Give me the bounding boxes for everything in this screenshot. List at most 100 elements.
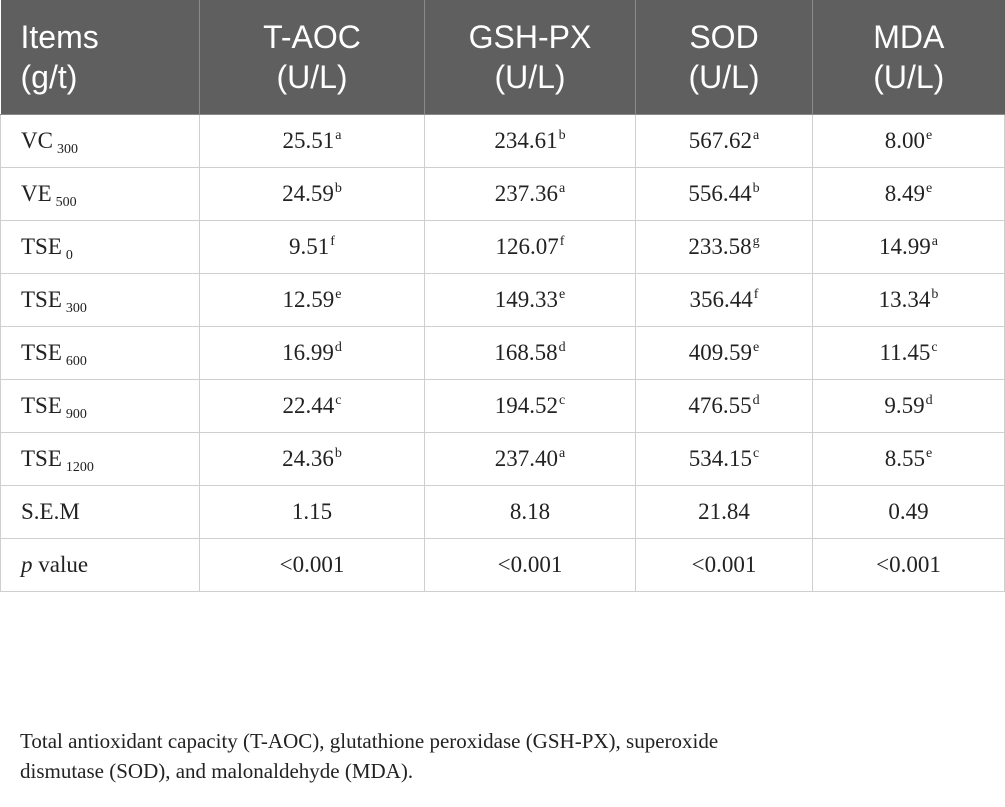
header-items: Items (g/t)	[0, 0, 200, 115]
mda-letter: d	[925, 393, 933, 408]
gsh-px-value: 194.52	[494, 393, 559, 418]
gsh-px-cell: 126.07f	[424, 220, 636, 274]
taoc-letter: c	[335, 393, 342, 408]
mda-value: 8.55	[884, 446, 926, 471]
item-name: TSE	[21, 393, 62, 418]
sod-value: 534.15	[688, 446, 753, 471]
gsh-px-cell: 149.33e	[424, 273, 636, 327]
mda-letter: a	[931, 234, 938, 249]
p-value-gsh-px: <0.001	[424, 538, 636, 592]
taoc-cell: 12.59e	[199, 273, 425, 327]
header-taoc-line2: (U/L)	[276, 59, 348, 95]
gsh-px-value: 234.61	[494, 128, 558, 153]
sod-cell: 233.58g	[635, 220, 813, 274]
mda-letter: e	[926, 181, 933, 196]
taoc-value: 22.44	[282, 393, 335, 418]
table-row: VC 300 25.51a 234.61b 567.62a 8.00e	[0, 114, 1005, 168]
sod-cell: 567.62a	[635, 114, 813, 168]
antioxidant-table-container: Items (g/t) T-AOC (U/L) GSH-PX (U/L) SOD…	[0, 0, 1005, 592]
taoc-cell: 24.36b	[199, 432, 425, 486]
item-cell: TSE 0	[0, 220, 200, 274]
gsh-px-value: 168.58	[494, 340, 558, 365]
item-cell: VC 300	[0, 114, 200, 168]
item-cell: VE 500	[0, 167, 200, 221]
mda-value: 11.45	[879, 340, 931, 365]
footnote-line-1: Total antioxidant capacity (T-AOC), glut…	[20, 729, 719, 753]
gsh-px-letter: a	[559, 446, 566, 461]
item-dose: 300	[56, 142, 78, 157]
sem-sod: 21.84	[635, 485, 813, 539]
gsh-px-value: 126.07	[495, 234, 559, 259]
table-row: TSE 900 22.44c 194.52 c 476.55 d 9.59d	[0, 379, 1005, 433]
sod-value: 409.59	[688, 340, 753, 365]
item-dose: 1200	[65, 460, 94, 475]
p-value-mda: <0.001	[812, 538, 1005, 592]
mda-letter: c	[931, 340, 938, 355]
sem-row: S.E.M 1.15 8.18 21.84 0.49	[0, 485, 1005, 539]
taoc-value: 25.51	[282, 128, 335, 153]
item-dose: 600	[65, 354, 87, 369]
mda-value: 8.00	[884, 128, 926, 153]
item-dose: 0	[65, 248, 73, 263]
sod-cell: 556.44b	[635, 167, 813, 221]
item-dose: 500	[55, 195, 77, 210]
sod-letter: f	[753, 287, 759, 302]
gsh-px-letter: f	[559, 234, 565, 249]
p-value-row: p value <0.001 <0.001 <0.001 <0.001	[0, 538, 1005, 592]
table-header: Items (g/t) T-AOC (U/L) GSH-PX (U/L) SOD…	[0, 0, 1005, 115]
header-mda-line1: MDA	[873, 19, 945, 55]
header-row: Items (g/t) T-AOC (U/L) GSH-PX (U/L) SOD…	[0, 0, 1005, 115]
mda-cell: 8.49e	[812, 167, 1005, 221]
table-row: VE 500 24.59b 237.36a 556.44b 8.49e	[0, 167, 1005, 221]
header-items-line2: (g/t)	[20, 59, 78, 95]
mda-value: 13.34	[878, 287, 931, 312]
item-name: VE	[21, 181, 52, 206]
mda-cell: 14.99a	[812, 220, 1005, 274]
taoc-letter: a	[335, 128, 342, 143]
mda-cell: 11.45c	[812, 326, 1005, 380]
gsh-px-letter: d	[558, 340, 566, 355]
header-gsh-px: GSH-PX (U/L)	[424, 0, 636, 115]
gsh-px-letter: a	[559, 181, 566, 196]
table-body: VC 300 25.51a 234.61b 567.62a 8.00e VE 500…	[0, 114, 1005, 592]
taoc-cell: 25.51a	[199, 114, 425, 168]
header-items-line1: Items	[20, 19, 99, 55]
item-cell: TSE 900	[0, 379, 200, 433]
sod-letter: c	[753, 446, 760, 461]
antioxidant-table: Items (g/t) T-AOC (U/L) GSH-PX (U/L) SOD…	[0, 0, 1005, 592]
header-gsh-px-line1: GSH-PX	[468, 19, 592, 55]
gsh-px-value: 237.36	[494, 181, 559, 206]
taoc-value: 9.51	[289, 234, 330, 259]
sod-value: 567.62	[688, 128, 753, 153]
item-cell: TSE 300	[0, 273, 200, 327]
sod-value: 476.55	[688, 393, 752, 418]
mda-cell: 13.34b	[812, 273, 1005, 327]
item-dose: 300	[65, 301, 87, 316]
mda-value: 14.99	[879, 234, 931, 259]
taoc-cell: 22.44c	[199, 379, 425, 433]
p-value-label-text: value	[32, 552, 89, 577]
gsh-px-cell: 237.40a	[424, 432, 636, 486]
sod-letter: a	[753, 128, 760, 143]
footnote-line-2: dismutase (SOD), and malonaldehyde (MDA)…	[20, 759, 414, 783]
p-value-taoc: <0.001	[199, 538, 425, 592]
gsh-px-value: 149.33	[494, 287, 559, 312]
sod-cell: 534.15c	[635, 432, 813, 486]
taoc-value: 24.36	[282, 446, 334, 471]
mda-cell: 9.59d	[812, 379, 1005, 433]
mda-cell: 8.00e	[812, 114, 1005, 168]
mda-cell: 8.55e	[812, 432, 1005, 486]
table-row: TSE 300 12.59e 149.33e 356.44f 13.34b	[0, 273, 1005, 327]
header-sod: SOD (U/L)	[635, 0, 813, 115]
header-sod-line2: (U/L)	[688, 59, 760, 95]
mda-letter: e	[926, 446, 933, 461]
header-taoc: T-AOC (U/L)	[199, 0, 425, 115]
p-value-sod: <0.001	[635, 538, 813, 592]
item-cell: TSE 1200	[0, 432, 200, 486]
item-name: TSE	[21, 340, 62, 365]
p-value-label-cell: p value	[0, 538, 200, 592]
mda-letter: b	[931, 287, 939, 302]
item-name: TSE	[21, 446, 62, 471]
sem-mda: 0.49	[812, 485, 1005, 539]
gsh-px-cell: 237.36a	[424, 167, 636, 221]
